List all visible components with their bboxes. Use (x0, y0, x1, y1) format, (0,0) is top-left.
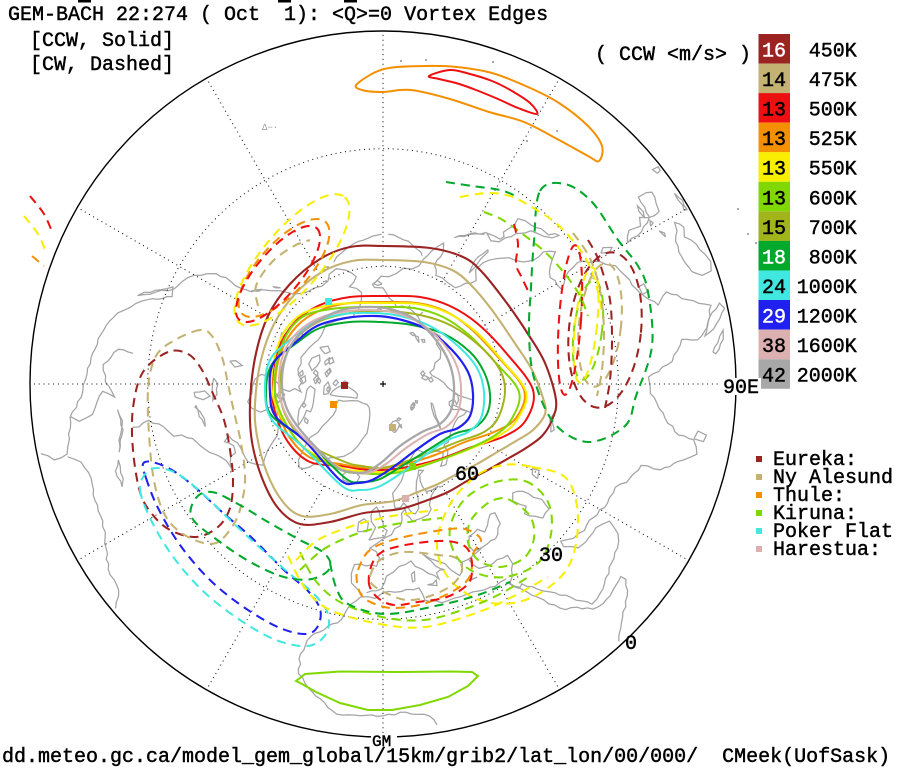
svg-text:30: 30 (539, 545, 563, 568)
svg-text:14: 14 (762, 70, 786, 93)
svg-text:13: 13 (762, 188, 786, 211)
svg-text:Thule:: Thule: (773, 485, 845, 508)
svg-text:600K: 600K (809, 188, 857, 211)
svg-text:24: 24 (762, 277, 786, 300)
svg-text:450K: 450K (809, 41, 857, 64)
svg-text:60: 60 (455, 464, 479, 487)
svg-text:42: 42 (762, 366, 786, 389)
svg-text:[CW, Dashed]: [CW, Dashed] (30, 54, 174, 77)
svg-text:[CCW, Solid]: [CCW, Solid] (30, 30, 174, 53)
svg-text:700K: 700K (809, 218, 857, 241)
svg-text:Ny Alesund: Ny Alesund (773, 467, 893, 490)
svg-text:800K: 800K (809, 247, 857, 270)
svg-text:dd.meteo.gc.ca/model_gem_globa: dd.meteo.gc.ca/model_gem_global/15km/gri… (2, 746, 890, 768)
svg-text:16: 16 (762, 41, 786, 64)
svg-text:475K: 475K (809, 70, 857, 93)
svg-text:38: 38 (762, 336, 786, 359)
svg-text:1000K: 1000K (797, 277, 857, 300)
svg-text:Eureka:: Eureka: (773, 449, 857, 472)
svg-text:500K: 500K (809, 100, 857, 123)
svg-text:550K: 550K (809, 159, 857, 182)
svg-text:2000K: 2000K (797, 366, 857, 389)
svg-text:Δ−·: Δ−· (262, 123, 278, 133)
svg-text:18: 18 (762, 247, 786, 270)
svg-text:525K: 525K (809, 129, 857, 152)
svg-text:( CCW <m/s> ): ( CCW <m/s> ) (595, 44, 751, 67)
svg-text:Harestua:: Harestua: (773, 539, 881, 562)
svg-text:Kiruna:: Kiruna: (773, 503, 857, 526)
svg-text:13: 13 (762, 159, 786, 182)
svg-text:GM: GM (372, 733, 391, 751)
svg-text:13: 13 (762, 100, 786, 123)
svg-text:1600K: 1600K (797, 336, 857, 359)
svg-text:29: 29 (762, 307, 786, 330)
svg-text:1200K: 1200K (797, 307, 857, 330)
svg-text:90E: 90E (723, 377, 759, 400)
svg-text:0: 0 (625, 633, 637, 656)
svg-text:Poker Flat: Poker Flat (773, 521, 893, 544)
svg-text:13: 13 (762, 129, 786, 152)
svg-text:15: 15 (762, 218, 786, 241)
svg-text:GEM-BACH 22:274 ( Oct 1): <Q>: GEM-BACH 22:274 ( Oct 1): <Q>=0 Vortex E… (8, 4, 548, 27)
